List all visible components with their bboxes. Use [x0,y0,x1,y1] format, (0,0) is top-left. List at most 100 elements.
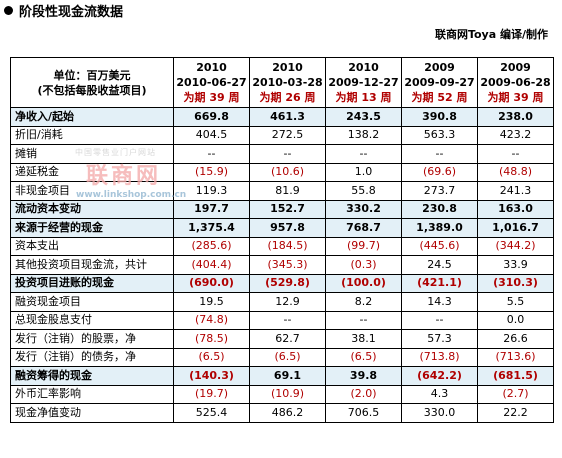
row-label: 折旧/消耗 [10,125,174,145]
table-cell: 22.2 [477,403,554,423]
table-cell: 5.5 [477,292,554,312]
column-header: 2009 2009-06-28 为期 39 周 [477,57,554,108]
table-body: 净收入/起始 669.8 461.3 243.5 390.8 238.0 折旧/消耗 404.… [10,107,554,423]
row-label: 发行（注销）的股票，净 [10,329,174,349]
watermark-tagline: 中国零售业门户网站 [75,148,156,157]
table-cell: 1,375.4 [173,218,250,238]
row-label: 发行（注销）的债务，净 [10,347,174,367]
table-cell: -- [173,144,250,164]
table-cell: (6.5) [325,347,402,367]
table-cell: (140.3) [173,366,250,386]
watermark-url: www.linkshop.com.cn [76,190,187,200]
table-row: 递延税金 (15.9) (10.6) 1.0 (69.6) (48.8) [10,162,554,182]
table-cell: (529.8) [249,273,326,293]
row-label: 外币汇率影响 [10,384,174,404]
column-date: 2009-06-28 [480,76,551,89]
unit-note: (不包括每股收益项目) [37,83,147,97]
table-row: 流动资本变动 197.7 152.7 330.2 230.8 163.0 [10,199,554,219]
table-cell: (681.5) [477,366,554,386]
table-cell: (6.5) [249,347,326,367]
column-period: 为期 39 周 [183,91,240,104]
column-date: 2009-09-27 [404,76,475,89]
table-cell: 238.0 [477,107,554,127]
table-cell: 4.3 [401,384,478,404]
table-row: 投资项目进账的现金 (690.0) (529.8) (100.0) (421.1) (31… [10,273,554,293]
table-cell: 486.2 [249,403,326,423]
table-cell: (0.3) [325,255,402,275]
table-cell: (99.7) [325,236,402,256]
table-cell: 706.5 [325,403,402,423]
table-cell: 330.0 [401,403,478,423]
table-cell: (642.2) [401,366,478,386]
table-row: 折旧/消耗 404.5 272.5 138.2 563.3 423.2 [10,125,554,145]
row-label: 流动资本变动 [10,199,174,219]
unit-label: 单位：百万美元 [53,68,131,82]
table-cell: 0.0 [477,310,554,330]
row-label: 融资筹得的现金 [10,366,174,386]
table-cell: 26.6 [477,329,554,349]
row-label: 递延税金 [10,162,174,182]
table-cell: (78.5) [173,329,250,349]
table-cell: (310.3) [477,273,554,293]
table-cell: 12.9 [249,292,326,312]
table-cell: -- [249,144,326,164]
table-cell: 957.8 [249,218,326,238]
column-date: 2010-06-27 [176,76,247,89]
table-cell: 163.0 [477,199,554,219]
unit-header: 单位：百万美元 (不包括每股收益项目) [10,57,174,108]
table-cell: 404.5 [173,125,250,145]
table-cell: (6.5) [173,347,250,367]
column-year: 2010 [348,61,379,74]
credit-line: 联商网Toya 编译/制作 [434,28,548,41]
table-cell: (345.3) [249,255,326,275]
table-row: 来源于经营的现金 1,375.4 957.8 768.7 1,389.0 1,016.7 [10,218,554,238]
column-header: 2010 2009-12-27 为期 13 周 [325,57,402,108]
table-cell: 1,389.0 [401,218,478,238]
table-cell: (285.6) [173,236,250,256]
column-year: 2010 [196,61,227,74]
table-cell: (404.4) [173,255,250,275]
row-label: 非现金项目 [10,181,174,201]
column-year: 2010 [272,61,303,74]
table-cell: 197.7 [173,199,250,219]
row-label: 资本支出 [10,236,174,256]
table-cell: 14.3 [401,292,478,312]
table-cell: 57.3 [401,329,478,349]
row-label: 摊销 [10,144,174,164]
table-cell: (421.1) [401,273,478,293]
table-cell: 461.3 [249,107,326,127]
table-cell: (445.6) [401,236,478,256]
table-cell: -- [325,144,402,164]
table-cell: (74.8) [173,310,250,330]
table-cell: 1,016.7 [477,218,554,238]
table-cell: -- [249,310,326,330]
column-period: 为期 52 周 [411,91,468,104]
table-cell: 230.8 [401,199,478,219]
table-row: 非现金项目 119.3 81.9 55.8 273.7 241.3 [10,181,554,201]
table-cell: 563.3 [401,125,478,145]
page-title: 阶段性现金流数据 [4,2,123,20]
table-cell: 525.4 [173,403,250,423]
row-label: 其他投资项目现金流，共计 [10,255,174,275]
table-cell: (690.0) [173,273,250,293]
table-cell: (713.8) [401,347,478,367]
table-cell: 768.7 [325,218,402,238]
row-label: 净收入/起始 [10,107,174,127]
table-cell: 152.7 [249,199,326,219]
table-cell: 69.1 [249,366,326,386]
table-cell: 138.2 [325,125,402,145]
table-cell: (184.5) [249,236,326,256]
table-cell: (69.6) [401,162,478,182]
row-label: 来源于经营的现金 [10,218,174,238]
bullet-icon [4,5,13,15]
table-row: 资本支出 (285.6) (184.5) (99.7) (445.6) (344.2) [10,236,554,256]
table-row: 净收入/起始 669.8 461.3 243.5 390.8 238.0 [10,107,554,127]
column-header: 2010 2010-06-27 为期 39 周 [173,57,250,108]
row-label: 现金净值变动 [10,403,174,423]
table-row: 现金净值变动 525.4 486.2 706.5 330.0 22.2 [10,403,554,423]
table-cell: (713.6) [477,347,554,367]
table-cell: (2.0) [325,384,402,404]
table-cell: 119.3 [173,181,250,201]
